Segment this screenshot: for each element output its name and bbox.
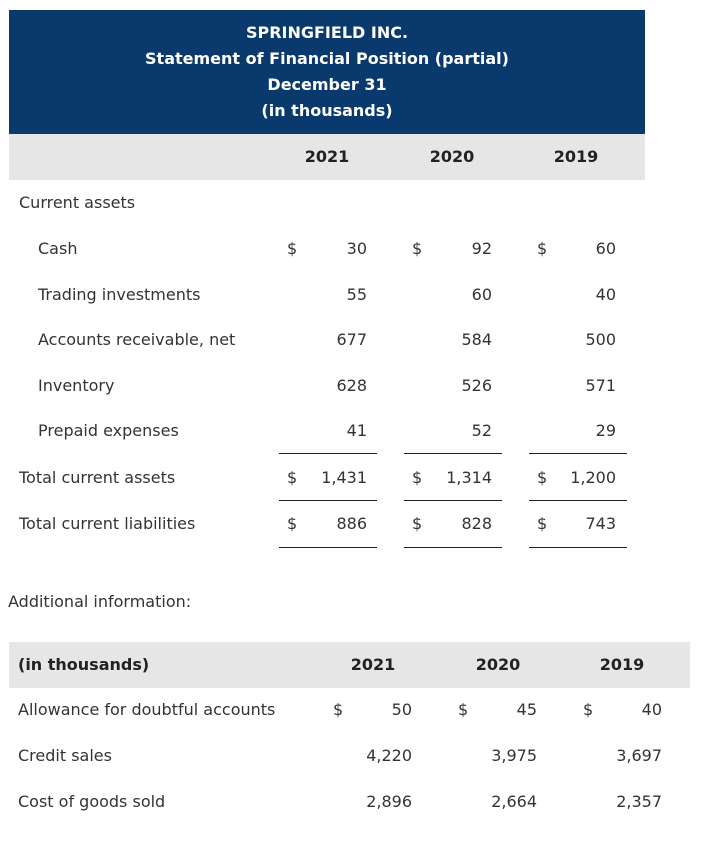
amount: 677 (336, 330, 367, 349)
currency-sign: $ (412, 239, 423, 258)
section-title: Additional information: (8, 592, 192, 611)
amount: 40 (595, 284, 616, 304)
column-header: 2019 (599, 655, 645, 674)
currency-sign: $ (458, 700, 469, 719)
amount: 2,357 (616, 792, 662, 811)
amount: 60 (595, 239, 616, 258)
amount: 3,975 (491, 746, 537, 765)
amount: 30 (346, 239, 367, 258)
row-label: Cash (38, 239, 78, 258)
currency-sign: $ (537, 468, 548, 487)
amount: 743 (585, 514, 616, 533)
currency-sign: $ (537, 239, 548, 258)
row-label: Accounts receivable, net (38, 330, 236, 349)
amount: 526 (461, 375, 492, 395)
currency-sign: $ (287, 514, 298, 533)
row-label: Credit sales (18, 746, 112, 765)
section-label: Current assets (19, 193, 136, 212)
underline (529, 547, 627, 548)
amount: 628 (336, 375, 367, 395)
row-label: Inventory (38, 375, 115, 395)
amount: 52 (471, 421, 492, 440)
row-label: Prepaid expenses (38, 421, 179, 440)
currency-sign: $ (287, 468, 298, 487)
underline (279, 453, 377, 454)
header-line: (in thousands) (261, 101, 393, 120)
header-line: Statement of Financial Position (partial… (145, 49, 509, 68)
column-header-band (9, 134, 645, 180)
amount: 1,200 (570, 468, 616, 487)
underline (404, 453, 502, 454)
currency-sign: $ (412, 468, 423, 487)
column-header: 2021 (350, 655, 396, 674)
currency-sign: $ (333, 700, 344, 719)
underline (279, 500, 377, 501)
amount: 50 (391, 700, 412, 719)
amount: 60 (471, 284, 492, 304)
column-header: 2020 (475, 655, 521, 674)
underline (529, 500, 627, 501)
header-line: December 31 (267, 75, 387, 94)
row-label: Cost of goods sold (18, 792, 166, 811)
amount: 571 (585, 375, 616, 395)
currency-sign: $ (537, 514, 548, 533)
amount: 2,896 (366, 792, 412, 811)
amount: 92 (471, 239, 492, 258)
additional-header-band (9, 642, 690, 688)
amount: 1,314 (446, 468, 492, 487)
amount: 4,220 (366, 746, 412, 765)
header-line: SPRINGFIELD INC. (245, 23, 409, 42)
amount: 500 (585, 330, 616, 349)
currency-sign: $ (583, 700, 594, 719)
amount: 3,697 (616, 746, 662, 765)
row-label: Allowance for doubtful accounts (18, 700, 276, 719)
header-band (9, 10, 645, 134)
underline (529, 453, 627, 454)
amount: 1,431 (321, 468, 367, 487)
underline (279, 547, 377, 548)
amount: 40 (641, 700, 662, 719)
row-label: Total current liabilities (19, 514, 196, 533)
amount: 45 (516, 700, 537, 719)
currency-sign: $ (412, 514, 423, 533)
currency-sign: $ (287, 239, 298, 258)
amount: 29 (595, 421, 616, 440)
column-header: 2019 (553, 147, 599, 166)
amount: 828 (461, 514, 492, 533)
amount: 2,664 (491, 792, 537, 811)
column-header: 2020 (429, 147, 475, 166)
row-label: Total current assets (19, 468, 176, 487)
row-label: Trading investments (38, 284, 201, 304)
amount: 886 (336, 514, 367, 533)
amount: 55 (346, 284, 367, 304)
underline (404, 547, 502, 548)
amount: 584 (461, 330, 492, 349)
amount: 41 (346, 421, 367, 440)
column-header: 2021 (304, 147, 350, 166)
underline (404, 500, 502, 501)
table-header: (in thousands) (18, 655, 150, 674)
